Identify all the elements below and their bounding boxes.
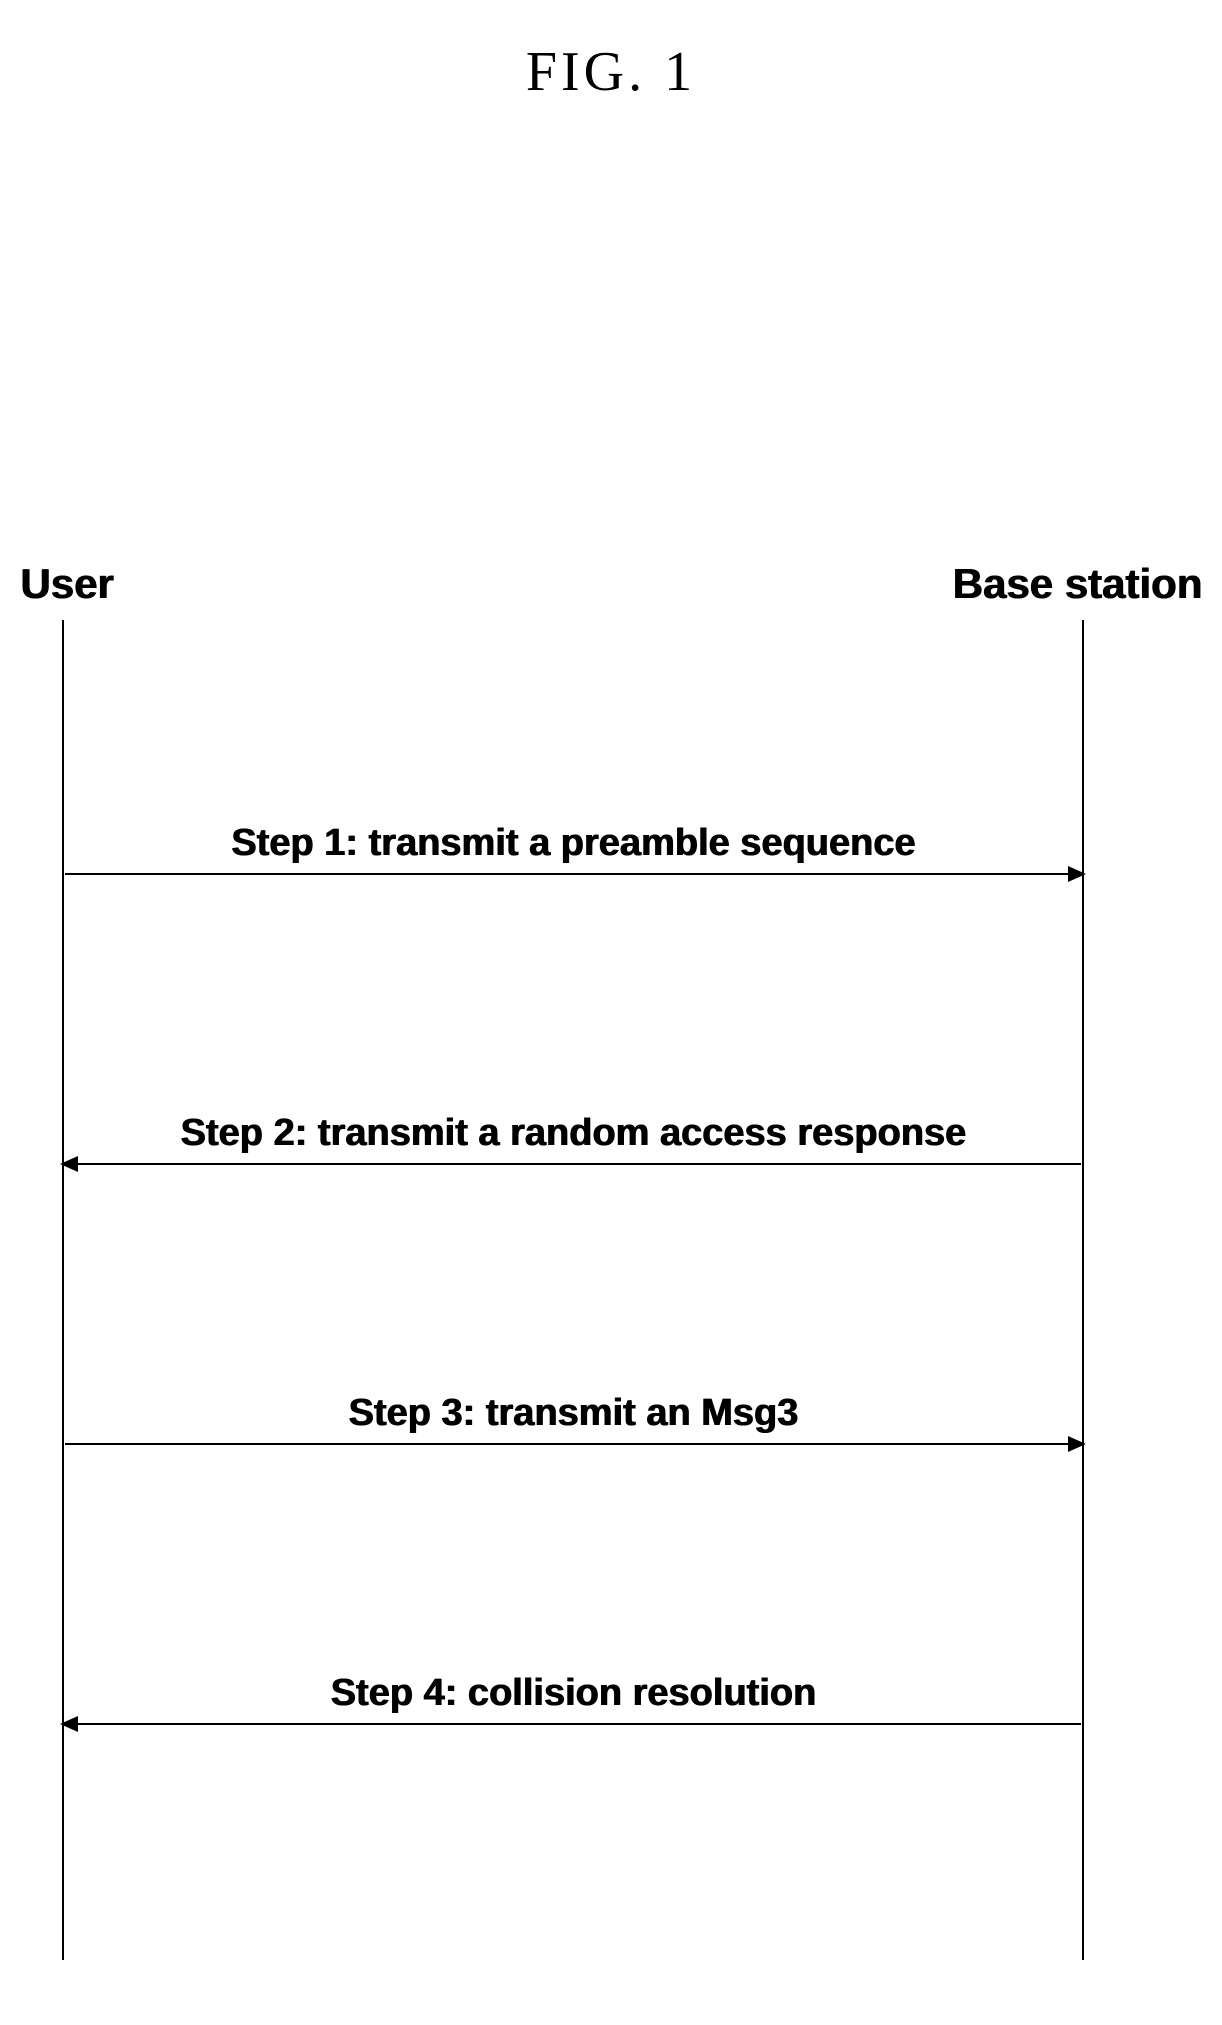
arrow-line (65, 1163, 1081, 1165)
message-label: Step 2: transmit a random access respons… (180, 1112, 966, 1155)
participant-base-station: Base station (952, 560, 1202, 608)
participant-user: User (20, 560, 113, 608)
arrow-left-icon (60, 1716, 78, 1732)
sequence-diagram: User Base station Step 1: transmit a pre… (20, 560, 1202, 1960)
figure-title: FIG. 1 (526, 40, 696, 104)
arrow-right-icon (1068, 1436, 1086, 1452)
message-label: Step 3: transmit an Msg3 (348, 1392, 798, 1435)
message-step-2: Step 2: transmit a random access respons… (62, 1105, 1084, 1165)
arrow-line (65, 873, 1081, 875)
message-step-3: Step 3: transmit an Msg3 (62, 1385, 1084, 1445)
message-label: Step 4: collision resolution (330, 1672, 816, 1715)
arrow-right-icon (1068, 866, 1086, 882)
arrow-left-icon (60, 1156, 78, 1172)
message-step-1: Step 1: transmit a preamble sequence (62, 815, 1084, 875)
arrow-line (65, 1443, 1081, 1445)
arrow-line (65, 1723, 1081, 1725)
message-step-4: Step 4: collision resolution (62, 1665, 1084, 1725)
message-label: Step 1: transmit a preamble sequence (231, 822, 915, 865)
